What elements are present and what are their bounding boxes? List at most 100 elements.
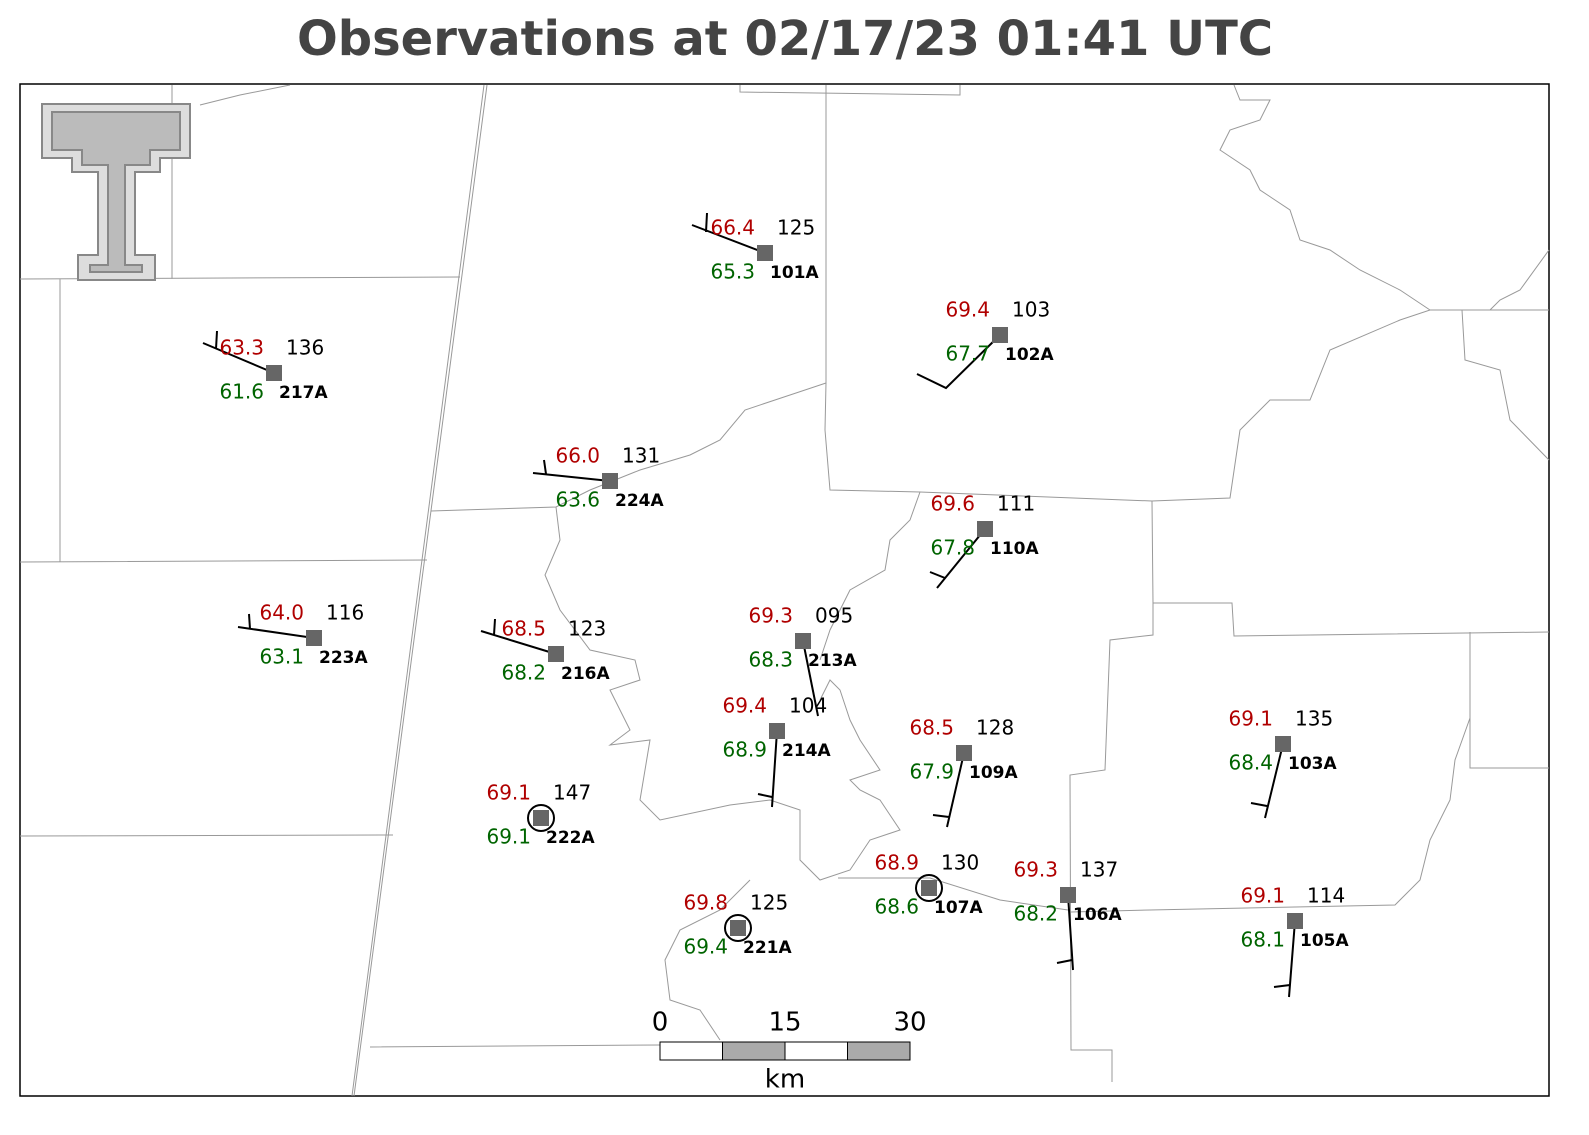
scale-segment (784, 1041, 848, 1061)
station-id: 107A (934, 898, 983, 918)
station-id: 101A (770, 263, 819, 283)
station-marker (1287, 913, 1303, 929)
dewpoint: 68.9 (722, 738, 767, 762)
boundaries (19, 84, 1550, 1097)
scale-bar (659, 1041, 911, 1061)
dewpoint: 68.4 (1228, 751, 1273, 775)
station-id: 222A (546, 828, 595, 848)
dewpoint: 69.4 (683, 935, 728, 959)
wind-barb (802, 640, 819, 717)
pressure: 103 (1012, 298, 1050, 322)
station-marker (1060, 887, 1076, 903)
calm-circle (724, 914, 752, 942)
dewpoint: 63.6 (555, 488, 600, 512)
scale-unit: km (765, 1065, 805, 1095)
pressure: 123 (568, 617, 606, 641)
dewpoint: 67.7 (945, 342, 990, 366)
station-marker (548, 646, 564, 662)
calm-circle (915, 874, 943, 902)
wind-barb (1250, 743, 1284, 819)
pressure: 131 (622, 444, 660, 468)
station-id: 105A (1300, 931, 1349, 951)
dewpoint: 63.1 (259, 645, 304, 669)
station-marker (730, 920, 746, 936)
pressure: 135 (1295, 707, 1333, 731)
station-marker (757, 245, 773, 261)
pressure: 147 (553, 781, 591, 805)
pressure: 136 (286, 336, 324, 360)
temperature: 66.0 (555, 444, 600, 468)
dewpoint: 68.1 (1240, 928, 1285, 952)
pressure: 125 (777, 216, 815, 240)
pressure: 095 (815, 604, 853, 628)
temperature: 68.5 (909, 716, 954, 740)
station-marker (533, 810, 549, 826)
station-id: 217A (279, 383, 328, 403)
station-id: 216A (561, 664, 610, 684)
station-id: 103A (1288, 754, 1337, 774)
wind-barb (237, 613, 315, 639)
temperature: 68.9 (874, 851, 919, 875)
station-id: 224A (615, 491, 664, 511)
station-marker (769, 723, 785, 739)
temperature: 68.5 (501, 617, 546, 641)
station-marker (992, 327, 1008, 343)
scale-label: 30 (893, 1008, 926, 1038)
temperature: 69.8 (683, 891, 728, 915)
scale-segment (722, 1041, 786, 1061)
temperature: 69.1 (1228, 707, 1273, 731)
logo (41, 103, 191, 281)
wind-barb (202, 330, 275, 374)
scale-segment (659, 1041, 723, 1061)
pressure: 137 (1080, 858, 1118, 882)
pressure: 116 (326, 601, 364, 625)
wind-barb (929, 528, 986, 589)
wind-barb (691, 212, 766, 254)
temperature: 63.3 (219, 336, 264, 360)
wind-barb (1056, 894, 1074, 971)
station-id: 109A (969, 763, 1018, 783)
wind-barb (932, 752, 965, 828)
wind-barb (916, 334, 1001, 390)
station-id: 106A (1073, 905, 1122, 925)
temperature: 69.4 (945, 298, 990, 322)
pressure: 104 (789, 694, 827, 718)
scale-label: 15 (768, 1008, 801, 1038)
dewpoint: 68.2 (501, 661, 546, 685)
pressure: 125 (750, 891, 788, 915)
pressure: 128 (976, 716, 1014, 740)
temperature: 69.1 (1240, 884, 1285, 908)
temperature: 66.4 (710, 216, 755, 240)
station-id: 213A (808, 651, 857, 671)
station-marker (977, 521, 993, 537)
scale-label: 0 (652, 1008, 669, 1038)
temperature: 69.3 (748, 604, 793, 628)
temperature: 69.3 (1013, 858, 1058, 882)
calm-circle (527, 804, 555, 832)
wind-barb (757, 730, 778, 808)
station-marker (306, 630, 322, 646)
station-id: 223A (319, 648, 368, 668)
pressure: 111 (997, 492, 1035, 516)
station-id: 110A (990, 539, 1039, 559)
wind-barb (1273, 920, 1296, 998)
temperature: 69.6 (930, 492, 975, 516)
station-marker (1275, 736, 1291, 752)
scale-segment (847, 1041, 911, 1061)
dewpoint: 61.6 (219, 380, 264, 404)
wind-barb (480, 618, 557, 655)
station-id: 214A (782, 741, 831, 761)
temperature: 69.4 (722, 694, 767, 718)
temperature: 69.1 (486, 781, 531, 805)
station-marker (266, 365, 282, 381)
station-marker (602, 473, 618, 489)
station-marker (795, 633, 811, 649)
dewpoint: 68.3 (748, 648, 793, 672)
temperature: 64.0 (259, 601, 304, 625)
dewpoint: 67.8 (930, 536, 975, 560)
pressure: 114 (1307, 884, 1345, 908)
station-marker (956, 745, 972, 761)
dewpoint: 68.2 (1013, 902, 1058, 926)
station-id: 221A (743, 938, 792, 958)
